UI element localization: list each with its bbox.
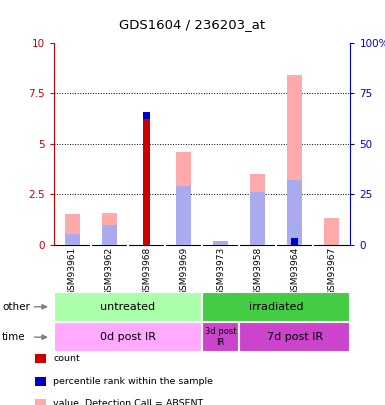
Bar xyxy=(143,112,150,119)
Text: GSM93958: GSM93958 xyxy=(253,247,262,296)
Text: 0d post IR: 0d post IR xyxy=(100,332,156,342)
Text: GSM93967: GSM93967 xyxy=(327,247,336,296)
Bar xyxy=(291,238,298,245)
Bar xyxy=(54,292,202,322)
Bar xyxy=(202,292,350,322)
Bar xyxy=(213,241,228,245)
Text: GSM93962: GSM93962 xyxy=(105,247,114,296)
Bar xyxy=(213,241,228,245)
Text: 7d post IR: 7d post IR xyxy=(267,332,323,342)
Text: percentile rank within the sample: percentile rank within the sample xyxy=(53,377,213,386)
Bar xyxy=(250,174,265,245)
Text: untreated: untreated xyxy=(100,302,156,312)
Bar xyxy=(250,192,265,245)
Text: count: count xyxy=(53,354,80,363)
Bar xyxy=(65,234,80,245)
Text: other: other xyxy=(2,302,30,312)
Bar xyxy=(102,225,117,245)
Bar xyxy=(176,152,191,245)
Text: time: time xyxy=(2,332,25,342)
Bar xyxy=(143,119,150,245)
Text: 3d post
IR: 3d post IR xyxy=(205,328,236,347)
Bar xyxy=(202,322,239,352)
Text: irradiated: irradiated xyxy=(249,302,303,312)
Text: GSM93964: GSM93964 xyxy=(290,247,299,296)
Bar xyxy=(325,218,339,245)
Bar xyxy=(287,75,302,245)
Bar xyxy=(54,322,202,352)
Bar xyxy=(102,213,117,245)
Text: GSM93973: GSM93973 xyxy=(216,247,225,296)
Text: GSM93968: GSM93968 xyxy=(142,247,151,296)
Text: GSM93969: GSM93969 xyxy=(179,247,188,296)
Bar xyxy=(65,214,80,245)
Text: value, Detection Call = ABSENT: value, Detection Call = ABSENT xyxy=(53,399,203,405)
Bar xyxy=(239,322,350,352)
Bar xyxy=(287,180,302,245)
Bar xyxy=(176,186,191,245)
Text: GSM93961: GSM93961 xyxy=(68,247,77,296)
Text: GDS1604 / 236203_at: GDS1604 / 236203_at xyxy=(119,18,266,31)
